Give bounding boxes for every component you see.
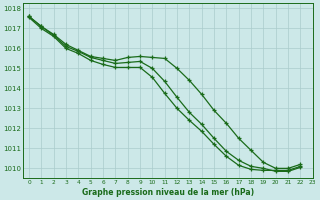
X-axis label: Graphe pression niveau de la mer (hPa): Graphe pression niveau de la mer (hPa) xyxy=(82,188,254,197)
